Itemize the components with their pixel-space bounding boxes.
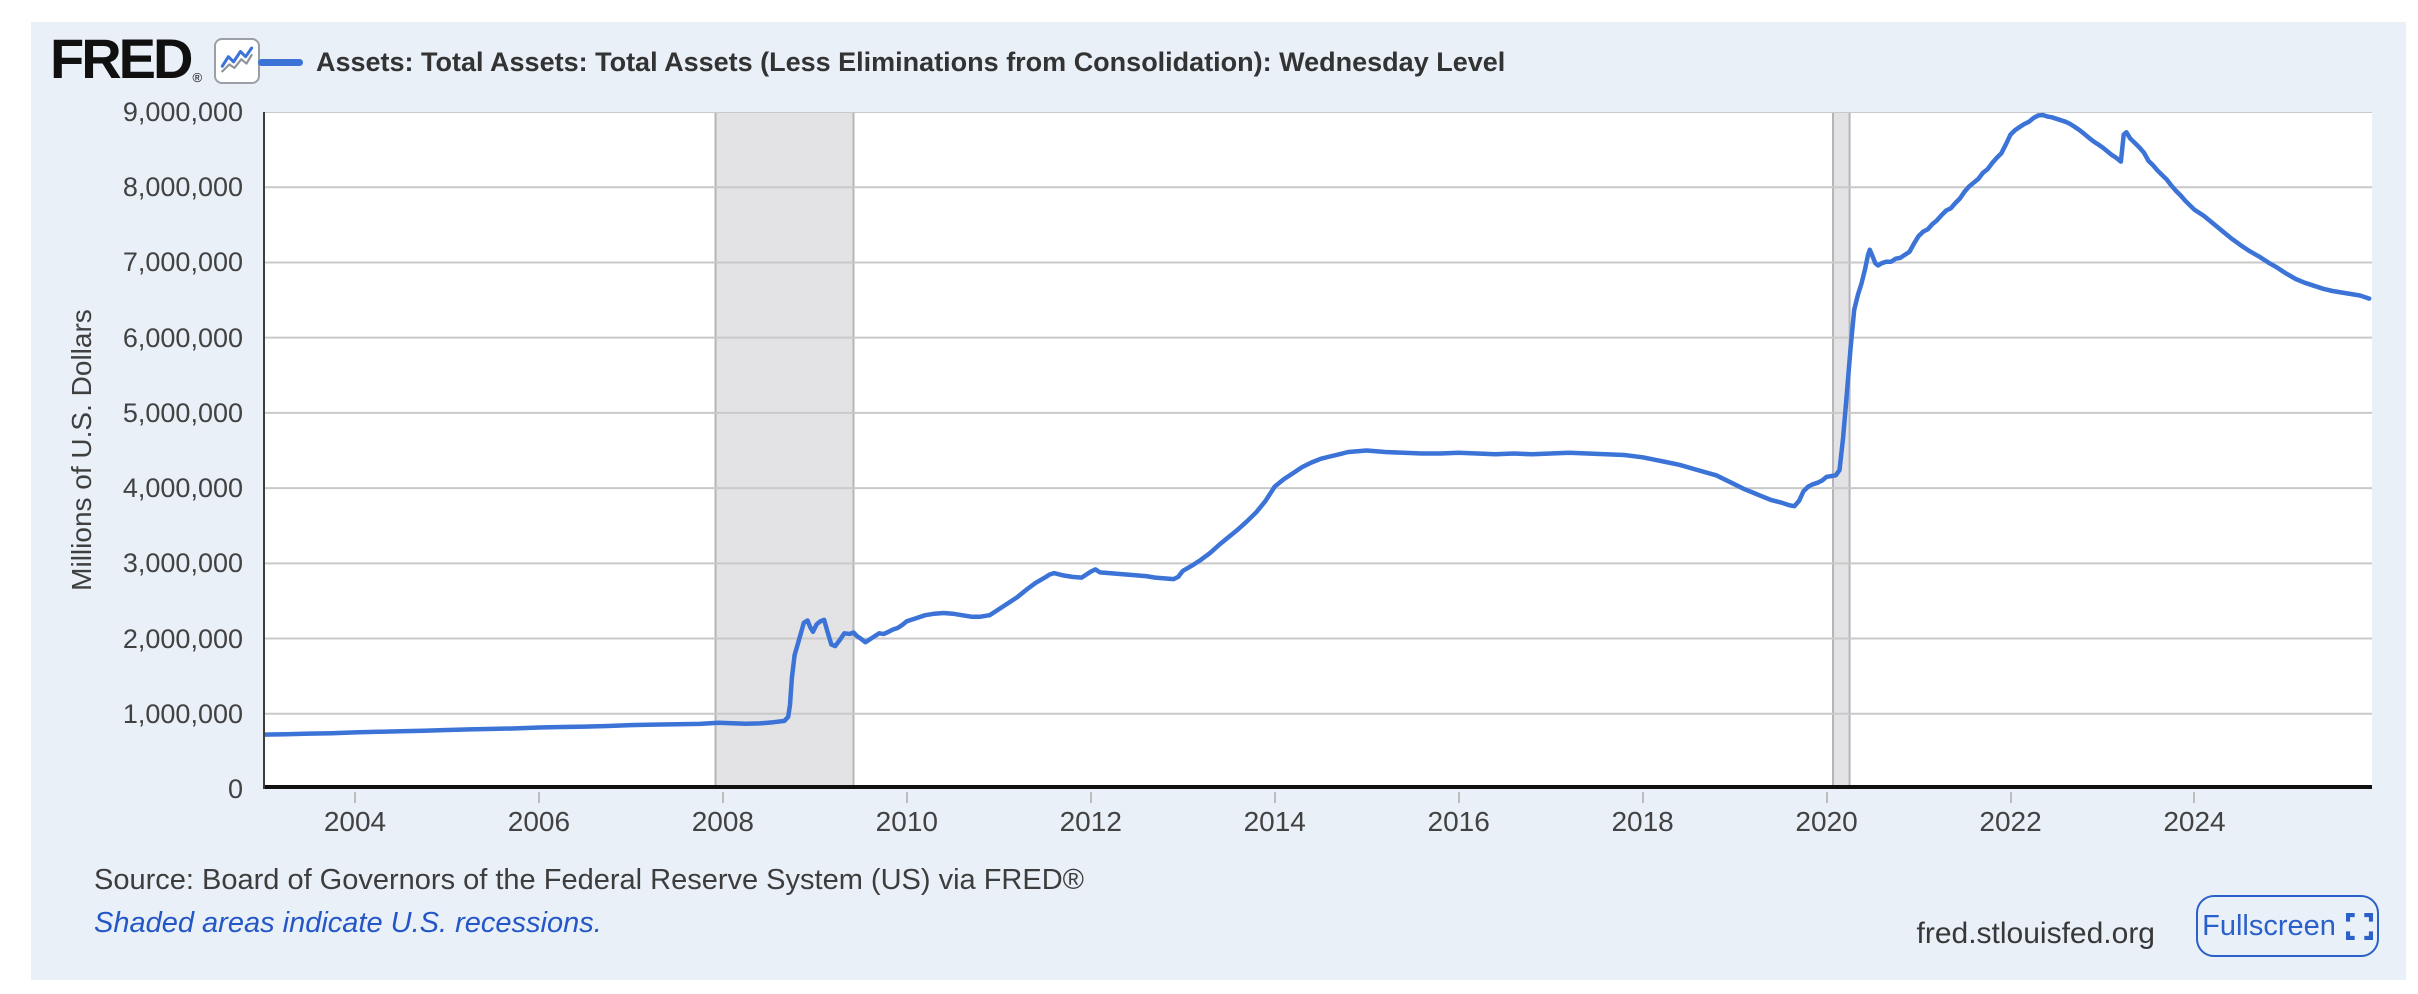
x-tick-label: 2004 — [323, 806, 387, 837]
x-tick-label: 2012 — [1059, 806, 1122, 837]
fullscreen-button-label: Fullscreen — [2202, 909, 2336, 942]
series-line[interactable] — [263, 112, 2372, 737]
x-tick-mark — [1273, 792, 1276, 803]
fred-logo-chart-icon — [214, 38, 261, 84]
source-text: Source: Board of Governors of the Federa… — [94, 864, 1085, 896]
y-tick-label: 8,000,000 — [122, 172, 243, 203]
y-tick-label: 7,000,000 — [122, 247, 243, 278]
x-tick-mark — [1089, 792, 1092, 803]
x-tick-mark — [1825, 792, 1828, 803]
y-tick-label: 4,000,000 — [122, 473, 243, 504]
y-tick-label: 2,000,000 — [122, 623, 243, 654]
chart-legend: Assets: Total Assets: Total Assets (Less… — [258, 44, 1505, 80]
x-tick-label: 2024 — [2163, 806, 2226, 837]
x-tick-label: 2022 — [1979, 806, 2042, 837]
x-tick-label: 2010 — [875, 806, 938, 837]
x-tick-mark — [1641, 792, 1644, 803]
recession-note-link[interactable]: Shaded areas indicate U.S. recessions. — [94, 907, 602, 939]
x-tick-mark — [1457, 792, 1460, 803]
x-tick-mark — [2193, 792, 2196, 803]
x-tick-label: 2016 — [1427, 806, 1490, 837]
plot-area[interactable] — [263, 112, 2372, 789]
x-tick-label: 2014 — [1243, 806, 1306, 837]
recession-band — [715, 112, 854, 789]
legend-line-swatch — [258, 58, 303, 66]
expand-corners-icon — [2345, 912, 2373, 940]
fullscreen-button[interactable]: Fullscreen — [2196, 895, 2379, 957]
fred-logo[interactable]: FRED ® — [50, 27, 261, 90]
y-tick-label: 5,000,000 — [122, 397, 243, 428]
y-tick-label: 0 — [227, 774, 243, 804]
y-tick-label: 9,000,000 — [122, 97, 243, 127]
x-tick-mark — [721, 792, 724, 803]
x-tick-label: 2006 — [507, 806, 571, 837]
x-tick-label: 2020 — [1795, 806, 1858, 837]
x-tick-mark — [905, 792, 908, 803]
y-axis-title: Millions of U.S. Dollars — [66, 309, 97, 591]
x-tick-mark — [2009, 792, 2012, 803]
x-tick-mark — [353, 792, 356, 803]
legend-series-label: Assets: Total Assets: Total Assets (Less… — [316, 46, 1506, 77]
y-tick-label: 3,000,000 — [122, 548, 243, 579]
x-tick-mark — [537, 792, 540, 803]
fred-logo-text: FRED — [50, 27, 193, 90]
y-tick-label: 1,000,000 — [122, 698, 243, 729]
x-tick-label: 2018 — [1611, 806, 1674, 837]
registered-trademark: ® — [192, 70, 203, 85]
y-tick-label: 6,000,000 — [122, 322, 243, 353]
site-url: fred.stlouisfed.org — [1916, 917, 2155, 950]
x-tick-label: 2008 — [691, 806, 755, 837]
